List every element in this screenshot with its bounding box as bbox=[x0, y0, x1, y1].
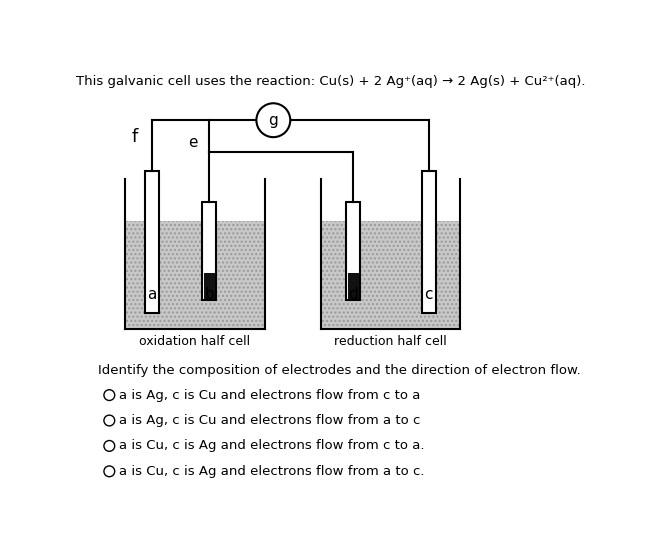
Text: This galvanic cell uses the reaction: Cu(s) + 2 Ag⁺(aq) → 2 Ag(s) + Cu²⁺(aq).: This galvanic cell uses the reaction: Cu… bbox=[76, 75, 586, 88]
Circle shape bbox=[104, 390, 115, 400]
Text: c: c bbox=[424, 287, 433, 302]
Bar bbox=[145, 171, 159, 314]
Bar bbox=[204, 273, 215, 299]
Text: oxidation half cell: oxidation half cell bbox=[140, 335, 251, 348]
Text: a is Cu, c is Ag and electrons flow from a to c.: a is Cu, c is Ag and electrons flow from… bbox=[120, 465, 425, 478]
Text: a is Ag, c is Cu and electrons flow from a to c: a is Ag, c is Cu and electrons flow from… bbox=[120, 414, 421, 427]
Text: Identify the composition of electrodes and the direction of electron flow.: Identify the composition of electrodes a… bbox=[98, 363, 581, 377]
Text: d: d bbox=[349, 287, 359, 302]
Bar bbox=[125, 221, 265, 329]
Circle shape bbox=[256, 103, 290, 137]
Bar bbox=[321, 221, 460, 329]
Bar bbox=[321, 221, 460, 329]
Text: a is Ag, c is Cu and electrons flow from c to a: a is Ag, c is Cu and electrons flow from… bbox=[120, 389, 421, 401]
Text: f: f bbox=[132, 128, 138, 146]
Text: reduction half cell: reduction half cell bbox=[334, 335, 447, 348]
Bar bbox=[125, 221, 265, 329]
Text: a: a bbox=[147, 287, 156, 302]
Bar bbox=[348, 273, 359, 299]
Text: g: g bbox=[269, 113, 278, 127]
Bar bbox=[422, 171, 436, 314]
Circle shape bbox=[104, 466, 115, 477]
Text: b: b bbox=[205, 287, 214, 302]
Circle shape bbox=[104, 440, 115, 451]
Bar bbox=[202, 202, 216, 300]
Text: a is Cu, c is Ag and electrons flow from c to a.: a is Cu, c is Ag and electrons flow from… bbox=[120, 439, 425, 452]
Bar bbox=[346, 202, 360, 300]
Circle shape bbox=[104, 415, 115, 426]
Text: e: e bbox=[189, 135, 198, 150]
